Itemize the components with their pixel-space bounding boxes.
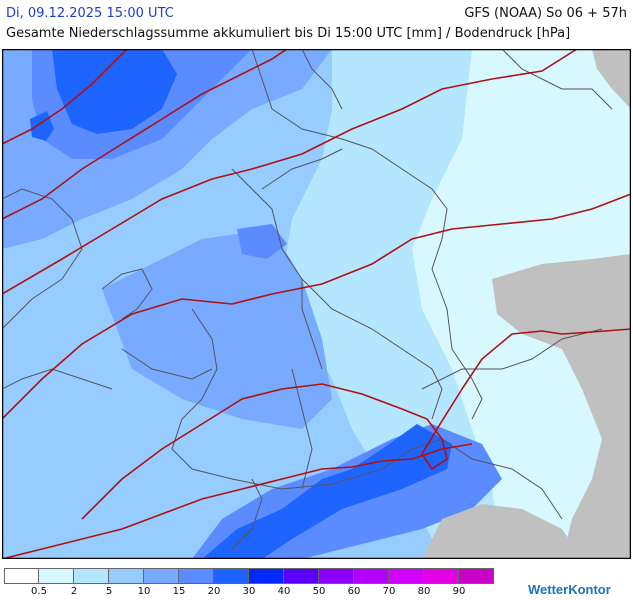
legend-swatch [214,568,249,584]
legend-swatch [319,568,354,584]
precip-field-northwest-max [52,49,177,134]
legend-swatch [39,568,74,584]
isobar-4 [2,193,631,420]
model-run-label: GFS (NOAA) So 06 + 57h [464,6,627,21]
isobar-6 [2,443,473,559]
coastline [2,49,273,390]
legend-swatch [144,568,179,584]
outside-domain-south [422,504,582,559]
legend-label: 15 [172,586,186,597]
isobar-3 [2,49,578,295]
map-subtitle: Gesamte Niederschlagssumme akkumuliert b… [6,26,571,41]
legend-label: 40 [277,586,291,597]
legend-swatch [4,568,39,584]
legend-swatch [354,568,389,584]
outside-domain-northeast [592,49,631,109]
legend-swatch [179,568,214,584]
legend-label: 5 [105,586,113,597]
legend-label: 20 [207,586,221,597]
precipitation-map [2,49,631,559]
legend-swatch [459,568,494,584]
legend-label: 70 [382,586,396,597]
legend-label: 60 [347,586,361,597]
isobars [2,49,631,559]
isobar-1 [2,49,128,145]
legend-label: 2 [70,586,78,597]
country-borders [121,49,613,550]
legend-label: 80 [417,586,431,597]
legend-swatch [74,568,109,584]
legend-swatch [249,568,284,584]
legend-swatch [109,568,144,584]
legend-label: 90 [452,586,466,597]
precip-field-south-core [202,424,452,559]
legend-swatch [424,568,459,584]
legend-label: 10 [137,586,151,597]
legend-label: 30 [242,586,256,597]
legend-swatch [389,568,424,584]
wetterkontor-logo: WetterKontor [528,582,611,597]
legend-label: 0.5 [31,586,47,597]
precip-field-central-band [102,229,332,429]
legend-label: 50 [312,586,326,597]
datetime-label: Di, 09.12.2025 15:00 UTC [6,6,174,21]
legend-swatch [284,568,319,584]
isobar-2 [2,49,288,220]
precip-field-central-spot [237,224,287,259]
